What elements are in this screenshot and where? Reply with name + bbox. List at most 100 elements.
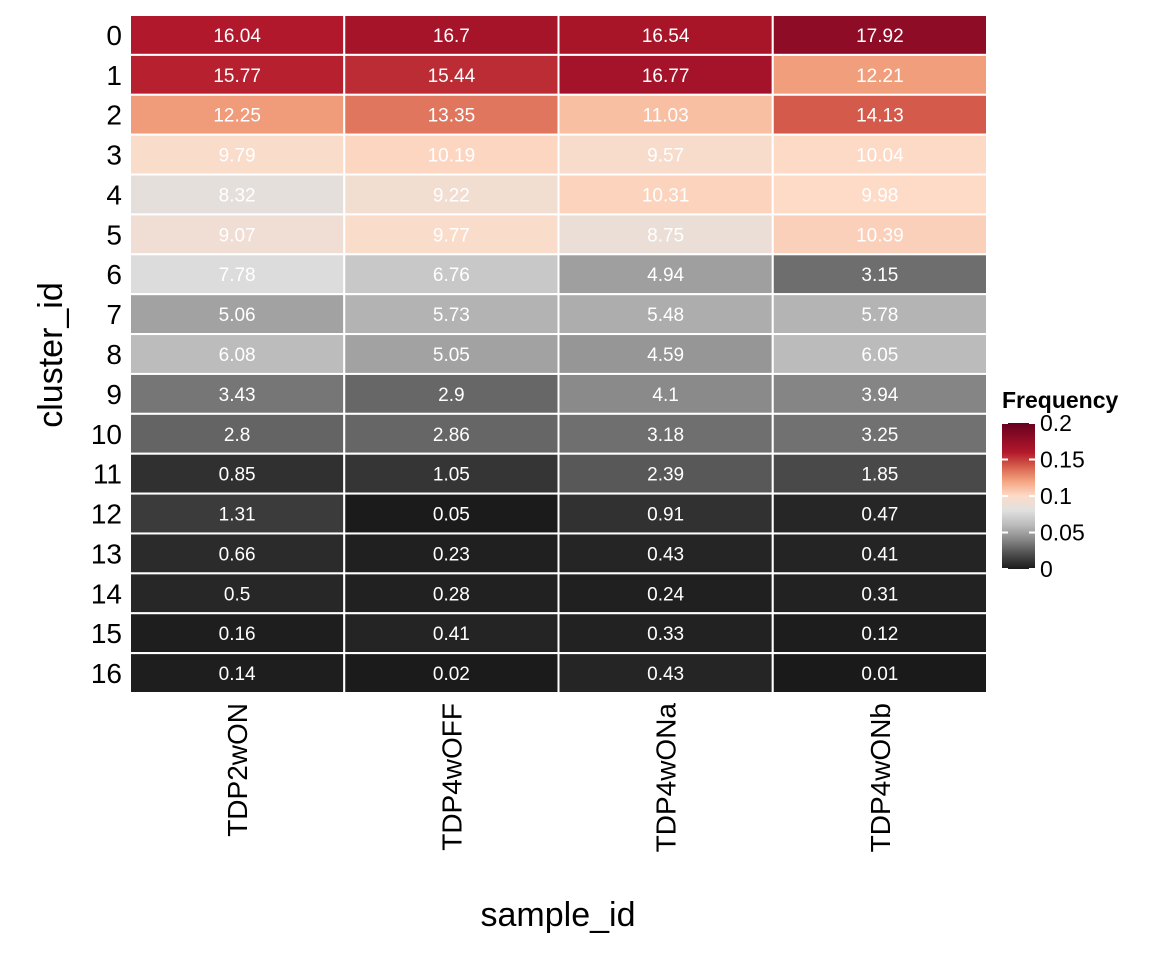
heatmap-cell-0-TDP4wOFF <box>343 14 560 56</box>
cell-value-label: 4.94 <box>647 265 684 286</box>
heatmap-cell-14-TDP4wONa <box>557 572 774 615</box>
cell-value-label: 17.92 <box>856 26 904 47</box>
cell-value-label: 0.12 <box>861 624 898 645</box>
cell-value-label: 0.23 <box>433 544 470 565</box>
cell-value-label: 10.31 <box>642 185 690 206</box>
cell-value-label: 0.91 <box>647 505 684 526</box>
y-tick-label: 1 <box>106 60 122 91</box>
y-tick-label: 2 <box>106 100 122 131</box>
heatmap-cells <box>129 14 988 695</box>
heatmap-cell-11-TDP2wON <box>129 452 346 495</box>
cell-value-label: 8.32 <box>219 185 256 206</box>
cell-value-label: 5.06 <box>219 305 256 326</box>
heatmap-cell-6-TDP4wONa <box>557 253 774 296</box>
cell-value-label: 1.85 <box>861 465 898 486</box>
heatmap-cell-3-TDP4wOFF <box>343 133 560 176</box>
heatmap-cell-4-TDP4wOFF <box>343 173 560 216</box>
y-tick-label: 5 <box>106 219 122 250</box>
legend-ticks: 0 0.05 0.1 0.15 0.2 <box>1002 410 1085 582</box>
heatmap-cell-13-TDP4wONa <box>557 532 774 575</box>
y-tick-label: 6 <box>106 259 122 290</box>
cell-value-label: 0.85 <box>219 465 256 486</box>
cell-value-label: 0.14 <box>219 664 256 685</box>
cell-value-label: 6.05 <box>861 345 898 366</box>
cell-value-label: 6.76 <box>433 265 470 286</box>
cell-value-label: 3.15 <box>861 265 898 286</box>
heatmap-cell-16-TDP4wONb <box>771 652 988 695</box>
heatmap-cell-labels: 16.04 16.7 16.54 17.92 15.77 15.44 16.77 12.21 1… <box>213 26 904 685</box>
cell-value-label: 3.43 <box>219 385 256 406</box>
cell-value-label: 8.75 <box>647 225 684 246</box>
cell-value-label: 3.94 <box>861 385 898 406</box>
legend-tick-label: 0.15 <box>1040 447 1085 473</box>
heatmap-cell-11-TDP4wONa <box>557 452 774 495</box>
cell-value-label: 2.8 <box>224 425 250 446</box>
heatmap-cell-0-TDP2wON <box>129 14 346 56</box>
y-tick-label: 11 <box>93 459 122 490</box>
cell-value-label: 5.48 <box>647 305 684 326</box>
cell-value-label: 3.25 <box>861 425 898 446</box>
heatmap-cell-5-TDP4wONa <box>557 213 774 256</box>
heatmap-cell-11-TDP4wONb <box>771 452 988 495</box>
cell-value-label: 9.57 <box>647 146 684 167</box>
y-tick-label: 16 <box>91 658 122 689</box>
cell-value-label: 7.78 <box>219 265 256 286</box>
cell-value-label: 10.19 <box>428 146 476 167</box>
cell-value-label: 1.31 <box>219 505 256 526</box>
cell-value-label: 0.02 <box>433 664 470 685</box>
cell-value-label: 0.41 <box>861 544 898 565</box>
cell-value-label: 15.77 <box>213 66 261 87</box>
cell-value-label: 15.44 <box>428 66 476 87</box>
heatmap-cell-7-TDP2wON <box>129 293 346 336</box>
heatmap-cell-9-TDP2wON <box>129 372 346 415</box>
x-tick-label: TDP2wON <box>222 703 253 837</box>
cell-value-label: 0.43 <box>647 664 684 685</box>
heatmap-cell-13-TDP2wON <box>129 532 346 575</box>
cell-value-label: 16.04 <box>213 26 261 47</box>
cell-value-label: 2.39 <box>647 465 684 486</box>
cell-value-label: 5.05 <box>433 345 470 366</box>
heatmap-cell-16-TDP4wOFF <box>343 652 560 695</box>
cell-value-label: 14.13 <box>856 106 904 127</box>
cell-value-label: 0.01 <box>861 664 898 685</box>
cell-value-label: 0.47 <box>861 505 898 526</box>
cell-value-label: 2.9 <box>438 385 464 406</box>
x-tick-label: TDP4wOFF <box>436 703 467 851</box>
cell-value-label: 6.08 <box>219 345 256 366</box>
heatmap-cell-15-TDP2wON <box>129 612 346 655</box>
x-tick-label: TDP4wONb <box>865 703 896 852</box>
y-tick-label: 8 <box>106 339 122 370</box>
cell-value-label: 4.1 <box>652 385 678 406</box>
cell-value-label: 13.35 <box>428 106 476 127</box>
heatmap-cell-4-TDP4wONa <box>557 173 774 216</box>
legend: Frequency 0 0.05 0.1 0.15 0.2 <box>1002 387 1119 582</box>
cell-value-label: 0.66 <box>219 544 256 565</box>
y-tick-label: 10 <box>91 419 122 450</box>
cell-value-label: 11.03 <box>643 106 689 127</box>
y-tick-label: 3 <box>106 140 122 171</box>
heatmap-cell-5-TDP2wON <box>129 213 346 256</box>
heatmap-cell-8-TDP4wONb <box>771 333 988 375</box>
x-axis-ticks: TDP2wON TDP4wOFF TDP4wONa TDP4wONb <box>222 703 896 853</box>
heatmap-cell-10-TDP4wOFF <box>343 412 560 455</box>
heatmap-cell-13-TDP4wONb <box>771 532 988 575</box>
cell-value-label: 2.86 <box>433 425 470 446</box>
cell-value-label: 9.77 <box>433 225 470 246</box>
heatmap-cell-7-TDP4wONa <box>557 293 774 336</box>
cell-value-label: 4.59 <box>647 345 684 366</box>
heatmap-cell-12-TDP2wON <box>129 492 346 535</box>
y-tick-label: 15 <box>91 618 122 649</box>
cell-value-label: 0.43 <box>647 544 684 565</box>
y-tick-label: 12 <box>91 499 122 530</box>
y-tick-label: 4 <box>106 179 122 210</box>
heatmap-cell-3-TDP4wONb <box>771 133 988 176</box>
cell-value-label: 0.28 <box>433 584 470 605</box>
heatmap-cell-2-TDP4wOFF <box>343 93 560 136</box>
y-tick-label: 9 <box>106 379 122 410</box>
cell-value-label: 16.7 <box>433 26 470 47</box>
cell-value-label: 0.5 <box>224 584 250 605</box>
cell-value-label: 1.05 <box>433 465 470 486</box>
cell-value-label: 0.16 <box>219 624 256 645</box>
cell-value-label: 9.79 <box>219 146 256 167</box>
